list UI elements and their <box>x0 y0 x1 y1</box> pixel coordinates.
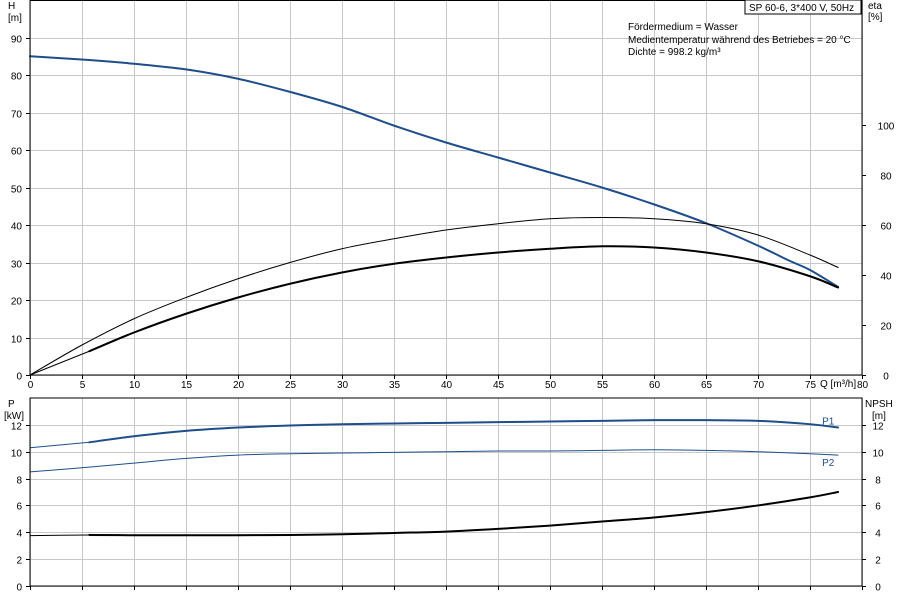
y-tick-label: 0 <box>16 372 22 383</box>
y-tick-label: 0 <box>16 583 22 594</box>
y2-tick-label: 4 <box>875 529 881 540</box>
series-line-3 <box>88 245 840 353</box>
x-tick-label: 15 <box>181 380 193 391</box>
y2-tick-label: 10 <box>872 449 884 460</box>
y-tick-label: 40 <box>11 222 23 233</box>
y2-tick-label: 20 <box>880 322 892 333</box>
y-tick-label: 50 <box>11 185 23 196</box>
x-tick-label: 45 <box>493 380 505 391</box>
x-tick-label: 80 <box>857 380 869 391</box>
x-tick-label: 75 <box>805 380 817 391</box>
y2-tick-label: 40 <box>880 272 892 283</box>
head-axis-label: H <box>8 1 15 12</box>
npsh-axis-unit: [m] <box>872 411 886 422</box>
x-tick-label: 60 <box>649 380 661 391</box>
info-line-medium: Fördermedium = Wasser <box>628 22 739 33</box>
y2-tick-label: 100 <box>878 122 895 133</box>
npsh-axis-label: NPSH <box>865 399 893 410</box>
x-tick-label: 40 <box>441 380 453 391</box>
head-axis-unit: [m] <box>8 13 22 24</box>
y2-tick-label: 80 <box>880 172 892 183</box>
y2-tick-label: 0 <box>875 583 881 594</box>
y-tick-label: 90 <box>11 35 23 46</box>
series-line-2 <box>88 491 840 537</box>
series-lead-2 <box>29 534 90 537</box>
y2-tick-label: 6 <box>875 502 881 513</box>
x-tick-label: 20 <box>233 380 245 391</box>
y2-tick-label: 60 <box>880 222 892 233</box>
x-tick-label: 5 <box>80 380 86 391</box>
y-tick-label: 20 <box>11 297 23 308</box>
y-tick-label: 6 <box>16 502 22 513</box>
model-label: SP 60-6, 3*400 V, 50Hz <box>749 3 854 14</box>
y-tick-label: 80 <box>11 72 23 83</box>
series-line-4 <box>29 350 90 376</box>
power-panel-grid <box>30 398 863 587</box>
y2-tick-label: 12 <box>872 422 884 433</box>
x-tick-label: 10 <box>129 380 141 391</box>
series-label-p1: P1 <box>822 417 835 428</box>
y2-tick-label: 0 <box>883 372 889 383</box>
y-tick-label: 2 <box>16 556 22 567</box>
y-tick-label: 10 <box>11 449 23 460</box>
x-tick-label: 35 <box>389 380 401 391</box>
power-panel-series <box>29 419 840 537</box>
x-tick-label: 30 <box>337 380 349 391</box>
eta-axis-unit: [%] <box>868 12 883 23</box>
series-line-1 <box>29 449 839 473</box>
y-tick-label: 12 <box>11 422 23 433</box>
flow-axis-label: Q [m³/h] <box>820 379 856 390</box>
info-line-density: Dichte = 998.2 kg/m³ <box>628 47 721 58</box>
x-tick-label: 0 <box>28 380 34 391</box>
y-tick-label: 30 <box>11 260 23 271</box>
y-tick-label: 8 <box>16 476 22 487</box>
series-line-0 <box>88 419 840 444</box>
y-tick-label: 4 <box>16 529 22 540</box>
head-panel-series <box>29 55 840 376</box>
y-tick-label: 10 <box>11 335 23 346</box>
x-tick-label: 65 <box>701 380 713 391</box>
y2-tick-label: 8 <box>875 476 881 487</box>
series-line-1 <box>29 55 839 288</box>
power-axis-label: P <box>8 399 15 410</box>
series-line-2 <box>29 216 839 376</box>
y2-tick-label: 2 <box>875 556 881 567</box>
model-box <box>744 0 862 15</box>
info-line-temperature: Medientemperatur während des Betriebes =… <box>628 35 851 46</box>
eta-axis-label: eta <box>868 1 882 12</box>
power-axis-unit: [kW] <box>4 411 24 422</box>
power-panel-ticks: 0 2 4 6 8 10 12 0 2 4 6 8 10 12 <box>11 422 884 594</box>
series-lead-0 <box>29 441 90 449</box>
head-panel-ticks: 0 5 10 15 20 25 30 35 40 45 50 55 60 65 70 75 80 0 10 20 30 4… <box>11 35 895 392</box>
x-tick-label: 25 <box>285 380 297 391</box>
x-tick-label: 70 <box>753 380 765 391</box>
series-line-0 <box>29 55 840 288</box>
series-label-p2: P2 <box>822 458 835 469</box>
x-tick-label: 55 <box>597 380 609 391</box>
x-tick-label: 50 <box>545 380 557 391</box>
y-tick-label: 70 <box>11 110 23 121</box>
y-tick-label: 60 <box>11 147 23 158</box>
head-panel-grid <box>30 0 863 376</box>
